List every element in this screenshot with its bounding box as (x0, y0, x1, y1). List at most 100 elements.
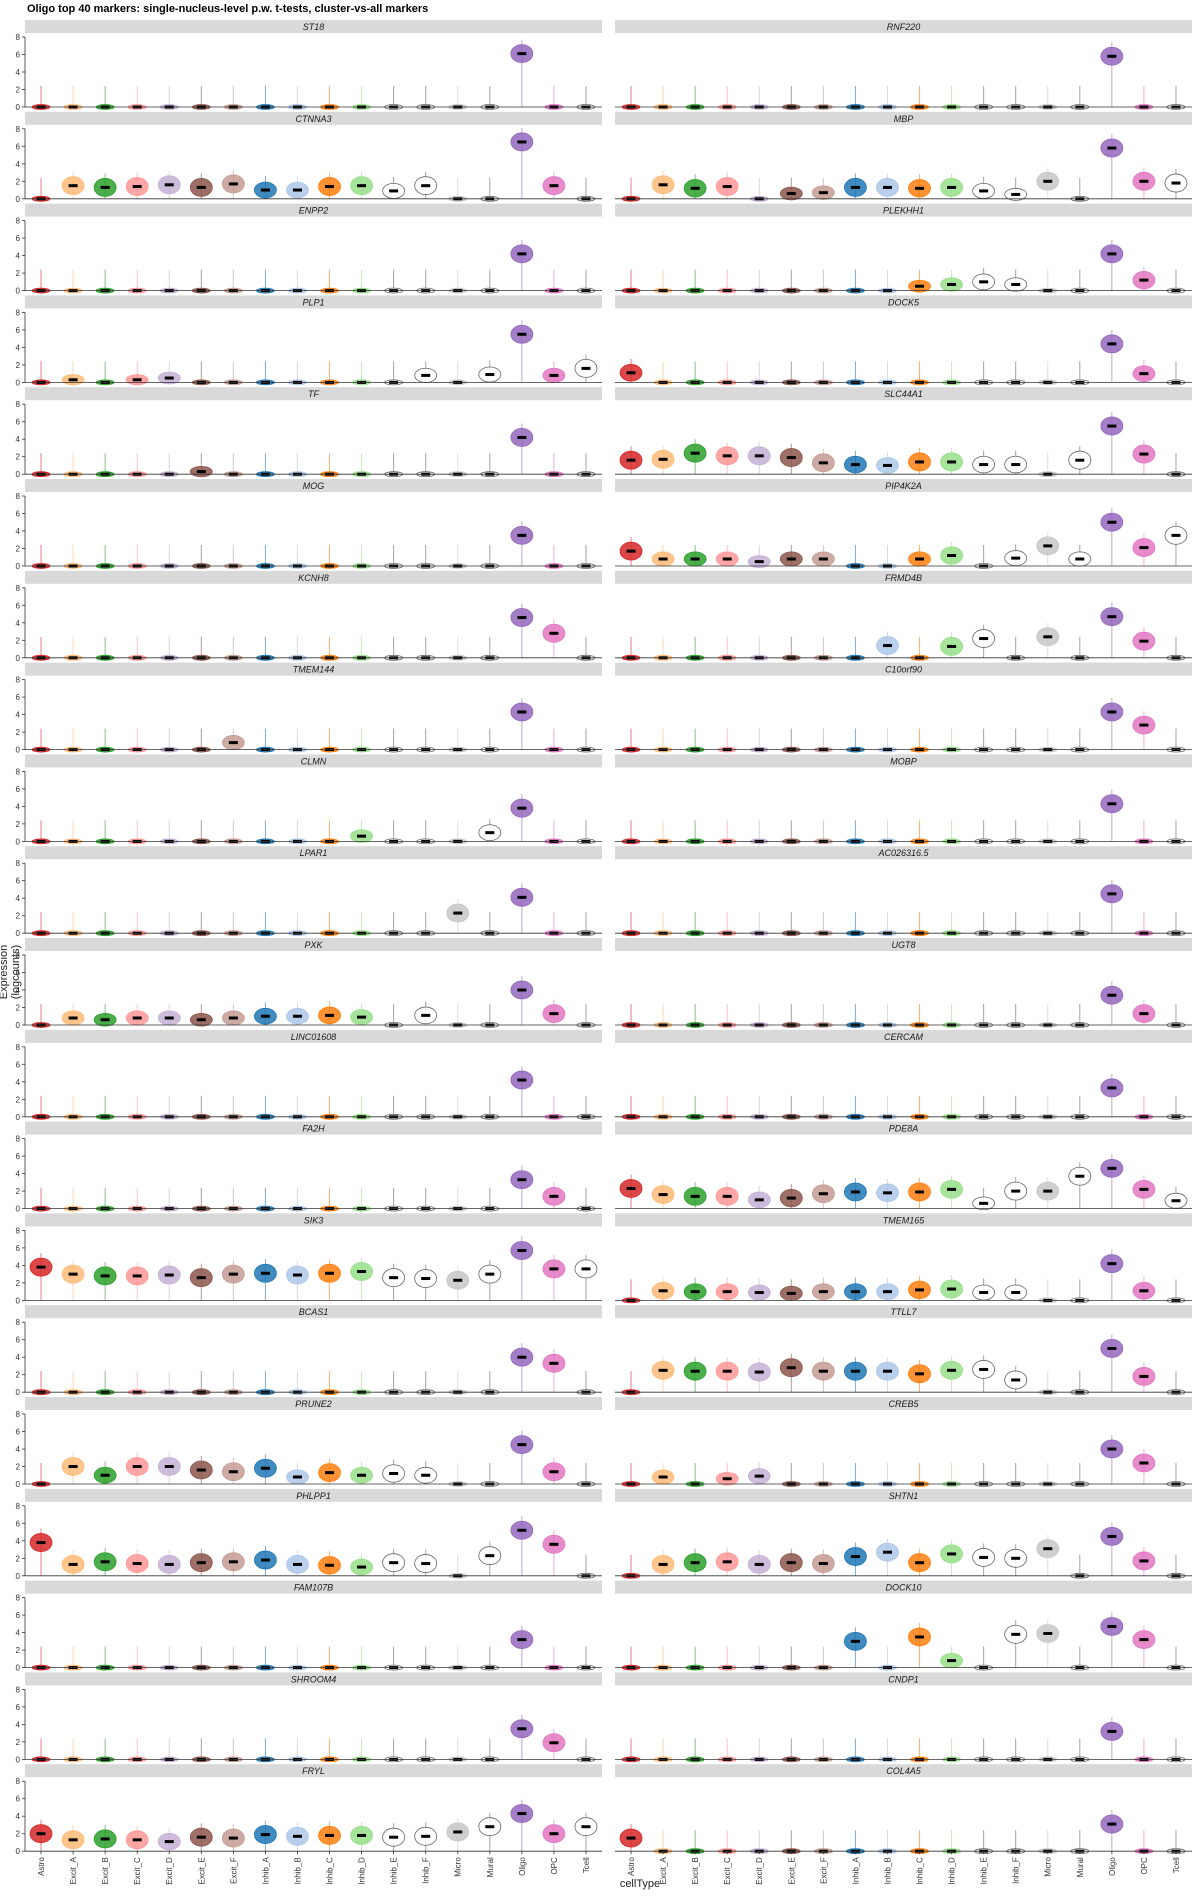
y-tick-label: 4 (16, 1261, 21, 1270)
median-mark (979, 189, 989, 193)
y-tick-label: 0 (16, 1480, 21, 1489)
median-mark (196, 1276, 206, 1280)
median-mark (36, 1541, 46, 1545)
y-tick-label: 2 (16, 1646, 21, 1655)
x-tick-label: Inhib_F (1012, 1857, 1021, 1884)
median-mark (658, 557, 668, 561)
median-mark (1107, 146, 1117, 150)
median-mark (1139, 278, 1149, 282)
median-mark (947, 1659, 957, 1663)
median-mark (786, 1366, 796, 1370)
y-tick-label: 2 (16, 1463, 21, 1472)
median-mark (421, 1834, 431, 1838)
x-tick-label: OPC (1140, 1857, 1149, 1875)
x-tick-label: Inhib_A (851, 1857, 860, 1885)
median-mark (1011, 1378, 1021, 1382)
facet-label: TMEM165 (883, 1215, 926, 1225)
y-tick-label: 0 (16, 378, 21, 387)
facet-strip (615, 1672, 1192, 1686)
y-tick-label: 2 (16, 453, 21, 462)
chart-title: Oligo top 40 markers: single-nucleus-lev… (27, 3, 429, 15)
facet-label: MOG (303, 481, 325, 491)
x-tick-label: Inhib_F (422, 1857, 431, 1884)
y-tick-label: 6 (16, 601, 21, 610)
y-tick-label: 4 (16, 1537, 21, 1546)
x-tick-label: Excit_D (755, 1857, 764, 1885)
median-mark (517, 710, 527, 714)
y-tick-label: 0 (16, 1021, 21, 1030)
median-mark (100, 1274, 110, 1278)
y-tick-label: 6 (16, 326, 21, 335)
y-tick-label: 6 (16, 1244, 21, 1253)
x-tick-label: Excit_C (133, 1857, 142, 1885)
median-mark (549, 1741, 559, 1745)
median-mark (421, 1562, 431, 1566)
median-mark (786, 456, 796, 460)
median-mark (292, 1834, 302, 1838)
y-tick-label: 8 (16, 1043, 21, 1052)
median-mark (915, 1561, 925, 1565)
y-tick-label: 8 (16, 584, 21, 593)
y-tick-label: 4 (16, 894, 21, 903)
median-mark (626, 1186, 636, 1190)
median-mark (260, 1271, 270, 1275)
median-mark (1171, 181, 1181, 185)
median-mark (722, 1477, 732, 1481)
median-mark (1107, 1624, 1117, 1628)
median-mark (1139, 452, 1149, 456)
median-mark (260, 188, 270, 192)
median-mark (882, 1191, 892, 1195)
y-tick-label: 8 (16, 125, 21, 134)
facet-label: FRYL (302, 1766, 325, 1776)
median-mark (786, 1196, 796, 1200)
median-mark (1043, 635, 1053, 639)
median-mark (947, 1187, 957, 1191)
median-mark (132, 1016, 142, 1020)
facet-strip (615, 1488, 1192, 1502)
median-mark (979, 463, 989, 467)
facet-strip (615, 295, 1192, 309)
x-tick-label: Inhib_A (261, 1857, 270, 1885)
median-mark (915, 460, 925, 464)
median-mark (1043, 1631, 1053, 1635)
y-tick-label: 2 (16, 545, 21, 554)
y-tick-label: 8 (16, 767, 21, 776)
median-mark (132, 1838, 142, 1842)
median-mark (581, 1825, 591, 1829)
median-mark (549, 1470, 559, 1474)
facet-label: ST18 (303, 22, 325, 32)
median-mark (1107, 1262, 1117, 1266)
median-mark (1107, 520, 1117, 524)
median-mark (850, 463, 860, 467)
y-tick-label: 2 (16, 361, 21, 370)
x-tick-label: Inhib_E (390, 1857, 399, 1884)
median-mark (389, 1276, 399, 1280)
median-mark (786, 192, 796, 196)
y-tick-label: 2 (16, 1371, 21, 1380)
y-tick-label: 4 (16, 1720, 21, 1729)
median-mark (626, 549, 636, 553)
median-mark (690, 186, 700, 190)
median-mark (68, 1838, 78, 1842)
x-tick-label: Excit_D (165, 1857, 174, 1885)
median-mark (196, 1018, 206, 1022)
y-tick-label: 2 (16, 1187, 21, 1196)
median-mark (68, 1465, 78, 1468)
median-mark (421, 184, 431, 188)
y-tick-label: 0 (16, 654, 21, 663)
median-mark (850, 1190, 860, 1194)
facet-label: SLC44A1 (884, 389, 923, 399)
median-mark (850, 1290, 860, 1294)
median-mark (1107, 1346, 1117, 1350)
median-mark (36, 1265, 46, 1269)
median-mark (100, 1473, 110, 1477)
median-mark (658, 457, 668, 461)
median-mark (818, 557, 828, 561)
facet-strip (615, 754, 1192, 768)
median-mark (690, 1561, 700, 1565)
x-tick-label: Mural (486, 1857, 495, 1877)
y-tick-label: 2 (16, 1095, 21, 1104)
median-mark (517, 1178, 527, 1182)
facet-label: PHLPP1 (296, 1491, 331, 1501)
x-tick-label: Inhib_D (358, 1857, 367, 1885)
